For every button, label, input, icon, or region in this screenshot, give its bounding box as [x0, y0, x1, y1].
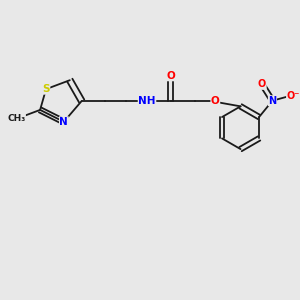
Text: O⁻: O⁻ — [286, 91, 300, 101]
Text: O: O — [211, 96, 220, 106]
Text: O: O — [258, 80, 266, 89]
Text: NH: NH — [138, 96, 156, 106]
Text: S: S — [42, 84, 50, 94]
Text: N: N — [59, 117, 68, 127]
Text: CH₃: CH₃ — [7, 114, 26, 123]
Text: N: N — [268, 96, 277, 106]
Text: O: O — [167, 71, 175, 81]
